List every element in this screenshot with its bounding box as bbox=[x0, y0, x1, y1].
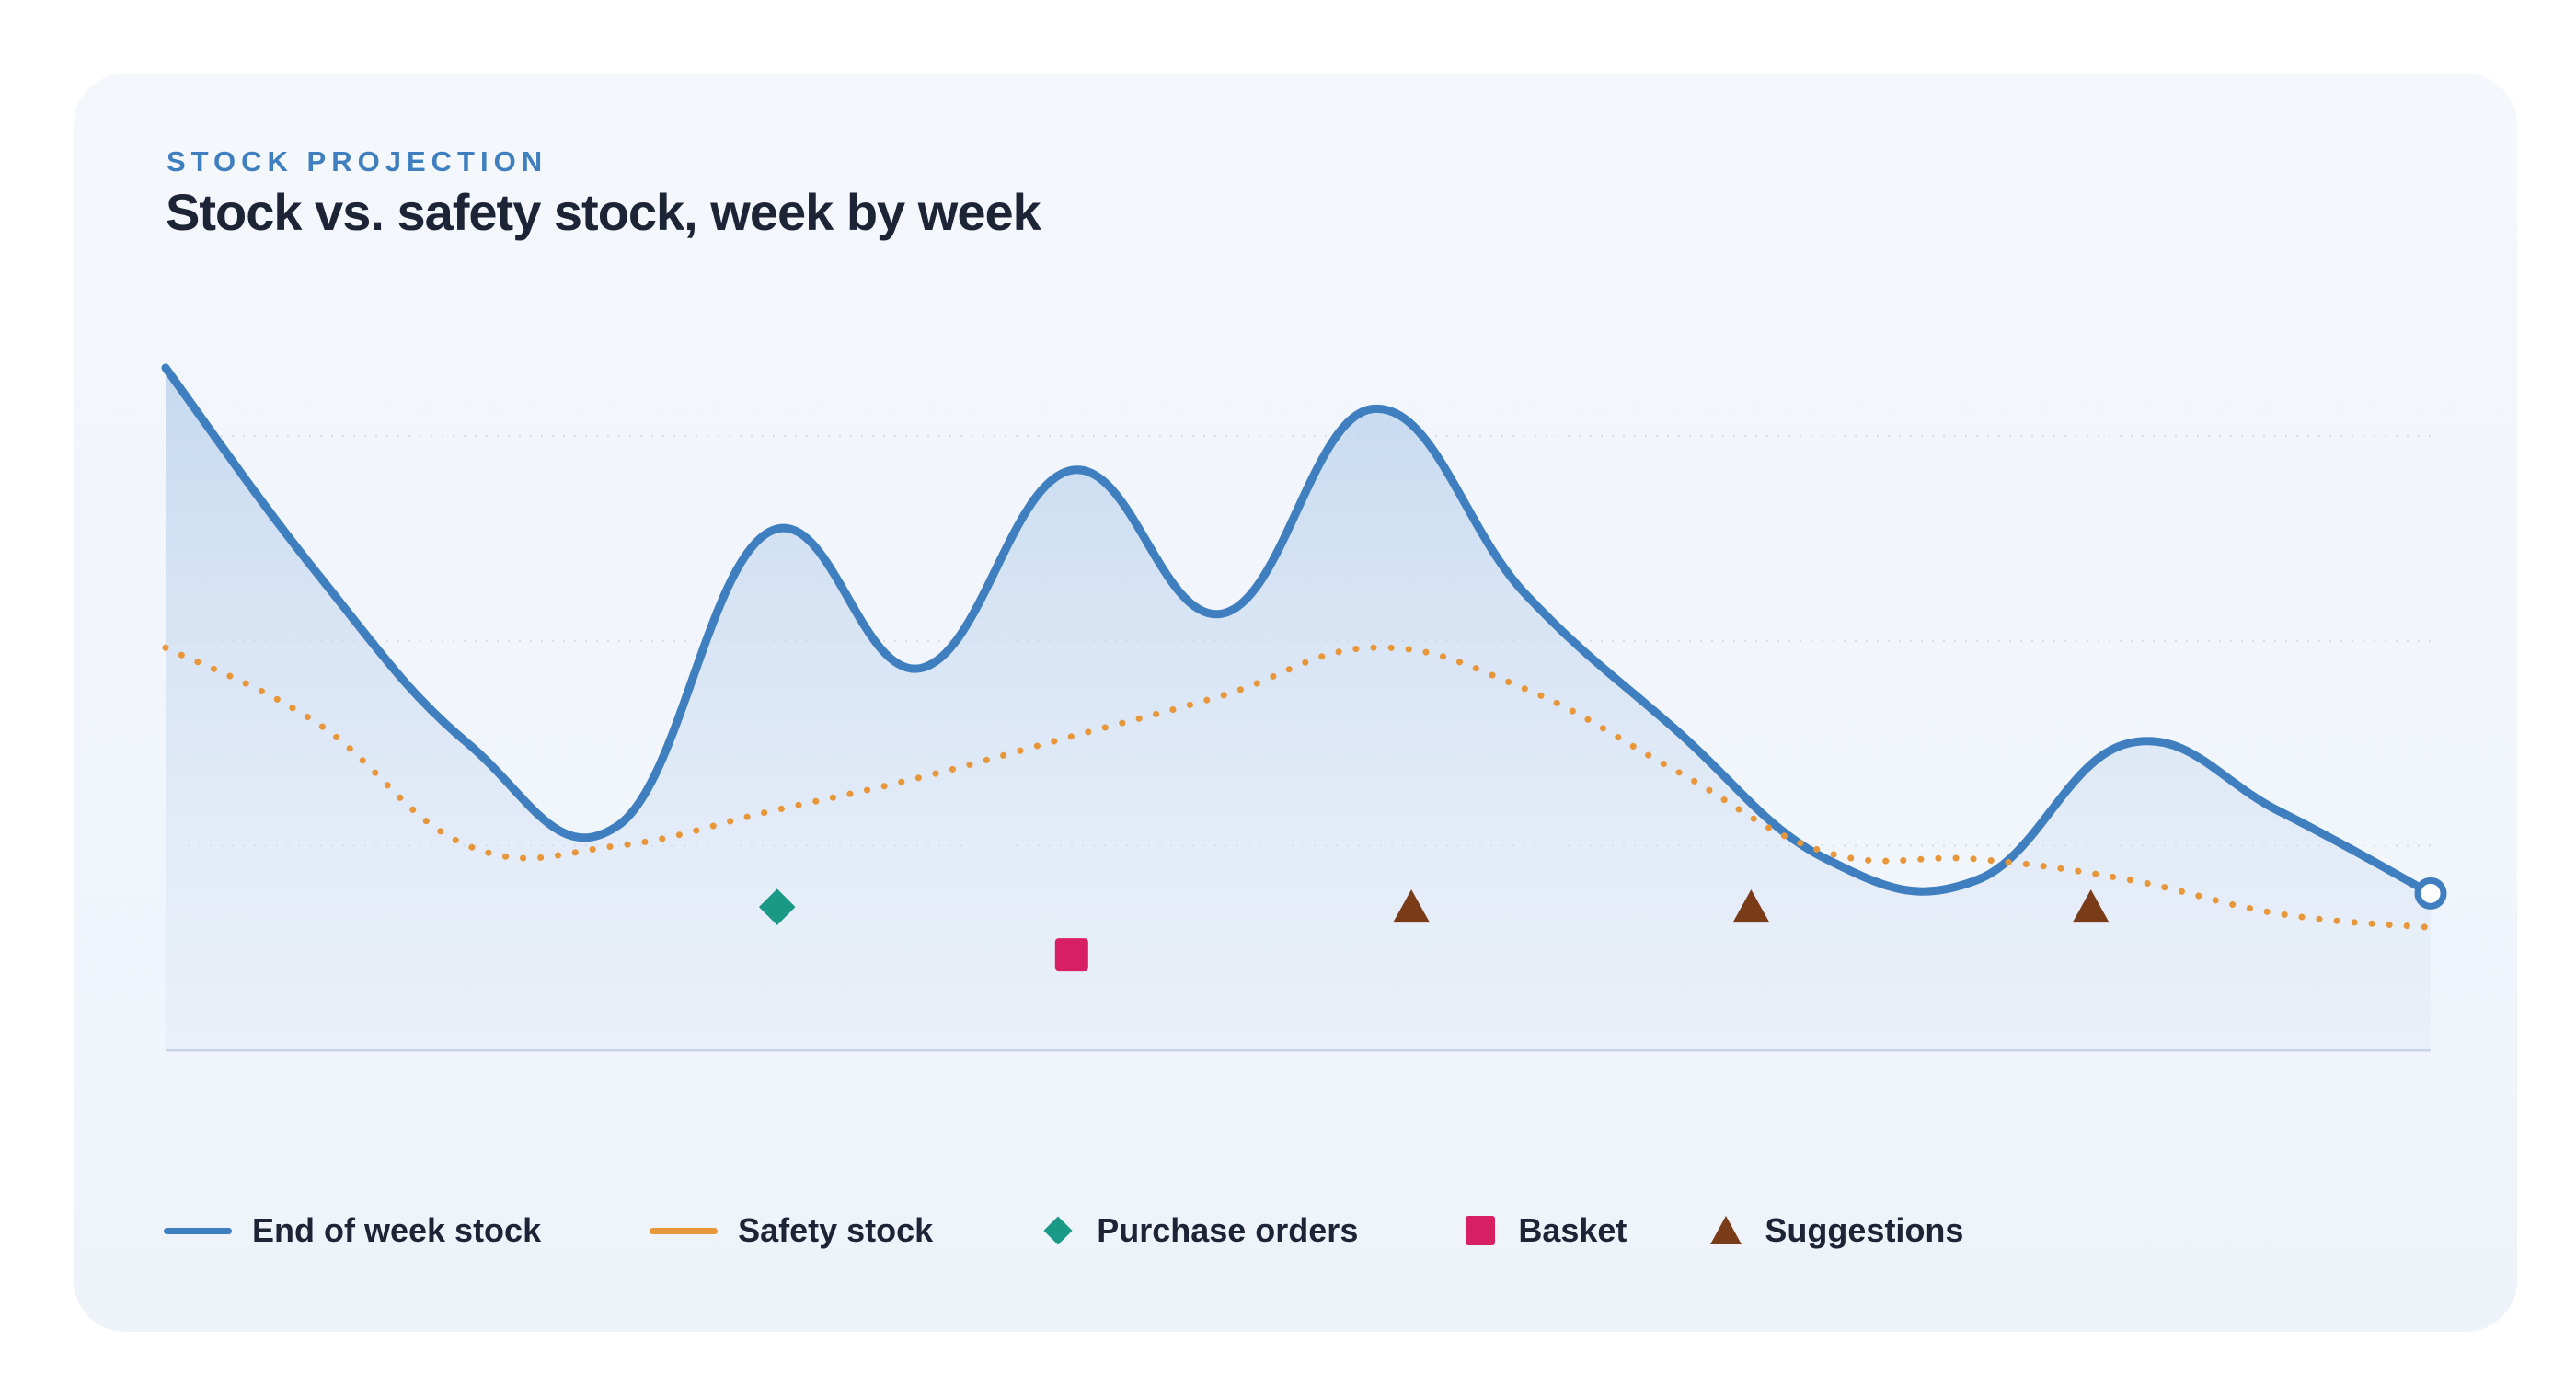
chart-legend: End of week stock Safety stock Purchase … bbox=[164, 1205, 1963, 1256]
legend-label-suggestions: Suggestions bbox=[1765, 1211, 1964, 1249]
stock-end-marker bbox=[2414, 877, 2447, 910]
legend-item-basket: Basket bbox=[1461, 1211, 1627, 1250]
safety-stock-line bbox=[162, 644, 2434, 931]
purchase-order-marker bbox=[758, 888, 796, 925]
legend-item-safety: Safety stock bbox=[650, 1211, 933, 1250]
legend-item-purchase-orders: Purchase orders bbox=[1040, 1211, 1358, 1250]
safety-line-swatch bbox=[650, 1227, 719, 1234]
suggestion-marker bbox=[2072, 889, 2110, 923]
triangle-icon bbox=[1710, 1216, 1742, 1244]
legend-label-purchase-orders: Purchase orders bbox=[1097, 1211, 1359, 1249]
stock-line-swatch bbox=[164, 1227, 232, 1234]
legend-label-basket: Basket bbox=[1518, 1211, 1627, 1249]
suggestion-marker bbox=[1732, 889, 1770, 923]
legend-item-suggestions: Suggestions bbox=[1708, 1211, 1963, 1250]
legend-label-stock: End of week stock bbox=[252, 1211, 542, 1249]
chart-eyebrow: STOCK PROJECTION bbox=[167, 145, 548, 178]
suggestion-marker bbox=[1393, 889, 1431, 923]
event-markers bbox=[758, 888, 2110, 972]
legend-label-safety: Safety stock bbox=[738, 1211, 934, 1249]
stock-area bbox=[166, 368, 2431, 1050]
basket-marker bbox=[1054, 938, 1088, 972]
square-icon bbox=[1466, 1216, 1496, 1245]
stock-line bbox=[161, 363, 2435, 898]
diamond-icon bbox=[1043, 1216, 1073, 1245]
legend-item-stock: End of week stock bbox=[164, 1211, 541, 1250]
chart-title: Stock vs. safety stock, week by week bbox=[166, 183, 1041, 241]
